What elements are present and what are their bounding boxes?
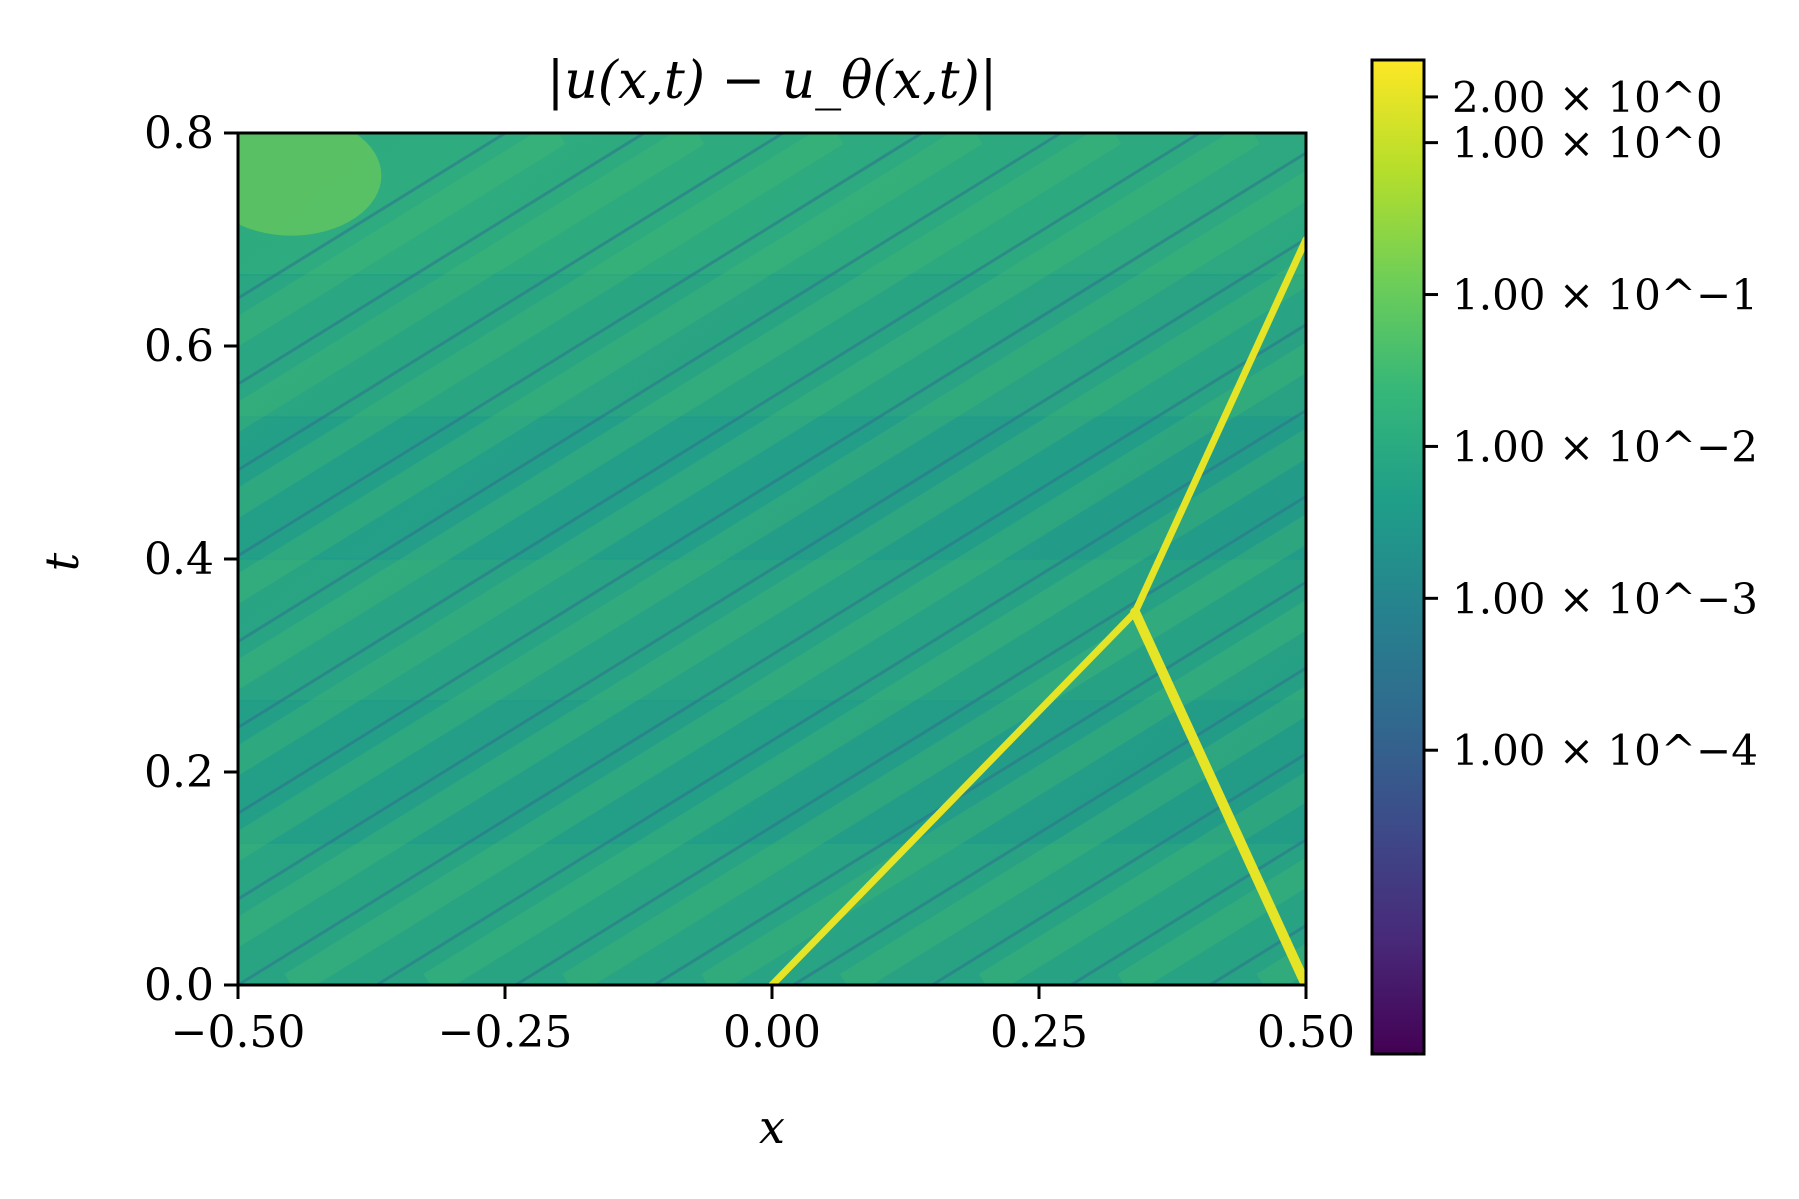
error-valley <box>238 133 784 472</box>
error-ridge <box>238 170 1306 862</box>
error-ridge <box>978 771 1306 985</box>
error-streaks <box>238 133 1799 985</box>
error-ridge <box>238 133 566 347</box>
y-tick-label: 0.8 <box>144 108 214 159</box>
colorbar-tick-label: 2.00 × 10^0 <box>1452 73 1723 122</box>
error-ridge <box>423 428 1306 985</box>
time-window-bands <box>238 133 1306 985</box>
error-ridge <box>238 133 844 519</box>
merged-shock <box>1131 236 1306 616</box>
right-shock <box>1130 607 1306 985</box>
colorbar-tick-label: 1.00 × 10^−2 <box>1452 422 1758 471</box>
x-axis: −0.50 −0.25 0.00 0.25 0.50 <box>171 985 1355 1058</box>
y-axis-label: t <box>35 552 89 571</box>
y-tick-label: 0.0 <box>144 960 214 1011</box>
error-valley <box>238 133 645 386</box>
shock-lines <box>768 236 1306 985</box>
error-valley <box>653 580 1306 985</box>
time-window-band <box>238 274 1306 418</box>
colorbar-tick-label: 1.00 × 10^−4 <box>1452 726 1758 775</box>
y-axis: 0.0 0.2 0.4 0.6 0.8 <box>144 108 238 1011</box>
error-valley <box>931 752 1306 985</box>
y-tick-label: 0.2 <box>144 747 214 798</box>
error-valley <box>238 237 1306 901</box>
time-window-band <box>238 133 1306 275</box>
error-valley <box>238 133 1201 730</box>
error-ridge <box>238 133 705 433</box>
error-ridge <box>1256 943 1306 985</box>
error-ridge <box>839 685 1306 985</box>
colorbar-tick-label: 1.00 × 10^−1 <box>1452 271 1758 320</box>
y-tick-label: 0.6 <box>144 321 214 372</box>
time-window-band <box>238 417 1306 559</box>
error-ridge <box>238 133 983 605</box>
error-ridge <box>284 342 1306 985</box>
error-valley <box>238 133 923 558</box>
colorbar-tick-label: 1.00 × 10^−3 <box>1452 574 1758 623</box>
error-ridge <box>238 256 1306 948</box>
plot-area <box>238 133 1799 985</box>
x-tick-label: 0.00 <box>723 1007 821 1058</box>
left-shock <box>768 608 1139 985</box>
colorbar-ticks: 2.00 × 10^01.00 × 10^0 1.00 × 10^−1 1.00 ×… <box>1424 73 1758 775</box>
chart-title: |u(x,t) − u_θ(x,t)| <box>547 51 998 111</box>
x-tick-label: −0.50 <box>171 1007 306 1058</box>
colorbar: 2.00 × 10^01.00 × 10^0 1.00 × 10^−1 1.00 ×… <box>1370 58 1758 1056</box>
error-ridge <box>238 133 1260 776</box>
x-tick-label: 0.50 <box>1257 1007 1355 1058</box>
colorbar-gradient <box>1370 58 1426 1056</box>
colorbar-tick-label: 1.00 × 10^0 <box>1452 119 1723 168</box>
error-ridge <box>1402 133 1799 985</box>
x-axis-label: x <box>759 1100 785 1154</box>
error-ridge <box>701 599 1306 985</box>
x-tick-label: −0.25 <box>438 1007 573 1058</box>
error-valley <box>376 408 1306 985</box>
time-window-band <box>238 700 1306 844</box>
error-ridge <box>238 133 1121 690</box>
time-window-band <box>238 559 1306 701</box>
x-tick-label: 0.25 <box>990 1007 1088 1058</box>
error-valley <box>238 151 1306 816</box>
error-valley <box>238 133 507 301</box>
error-valley <box>514 494 1306 985</box>
error-valley <box>1070 837 1306 985</box>
error-valley <box>238 133 1062 644</box>
error-valley <box>792 666 1306 985</box>
corner-high-error <box>238 133 382 236</box>
error-valley <box>238 322 1306 985</box>
error-ridge <box>562 514 1306 985</box>
y-tick-label: 0.4 <box>144 534 214 585</box>
